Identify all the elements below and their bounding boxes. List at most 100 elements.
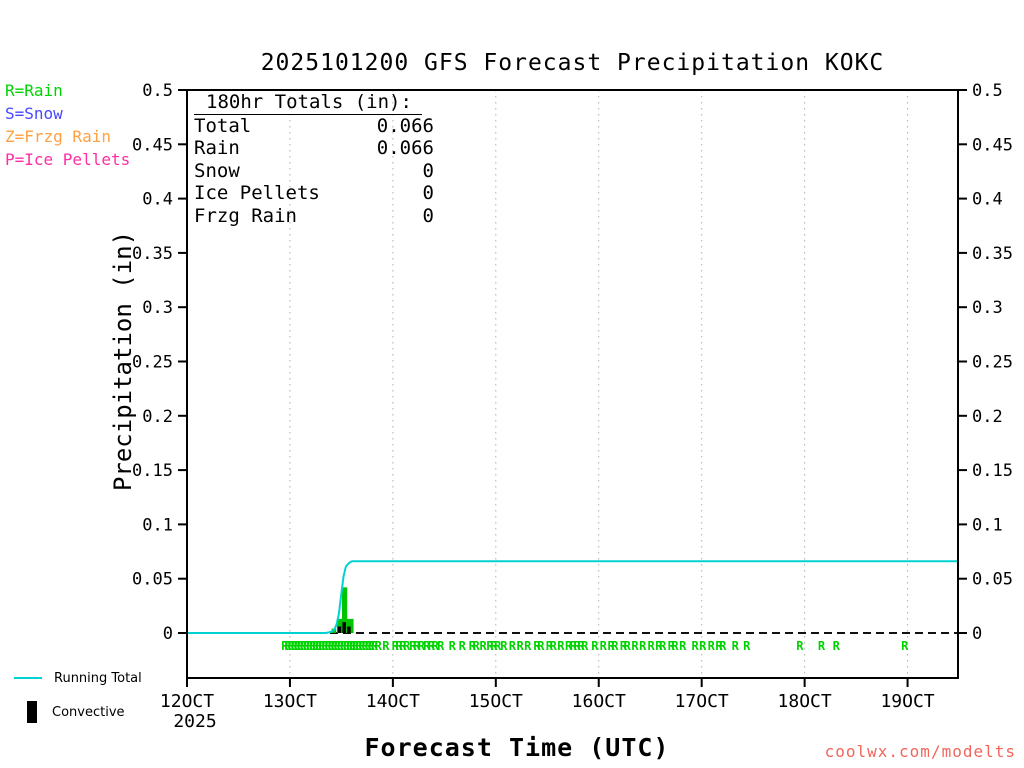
totals-value: 0 (422, 159, 434, 182)
legend-convective: Convective (14, 701, 142, 723)
legend-running-total: Running Total (14, 668, 142, 688)
svg-text:R: R (557, 639, 565, 653)
svg-text:R: R (708, 639, 716, 653)
svg-text:17OCT: 17OCT (675, 691, 729, 712)
svg-text:R: R (300, 639, 308, 653)
totals-row-snow: Snow 0 (194, 160, 434, 183)
svg-text:R: R (284, 639, 292, 653)
legend-item-snow: S=Snow (5, 104, 63, 123)
totals-label: Frzg Rain (194, 204, 297, 227)
svg-text:R: R (328, 639, 336, 653)
svg-text:0.2: 0.2 (972, 407, 1003, 427)
watermark-link[interactable]: coolwx.com/modelts (824, 742, 1016, 761)
svg-text:R: R (303, 639, 311, 653)
svg-text:R: R (743, 639, 751, 653)
svg-text:R: R (375, 639, 383, 653)
svg-text:13OCT: 13OCT (263, 691, 317, 712)
legend-item-frzg-rain: Z=Frzg Rain (5, 127, 111, 146)
chart-title: 2025101200 GFS Forecast Precipitation KO… (260, 50, 885, 76)
svg-text:R: R (297, 639, 305, 653)
svg-text:0: 0 (972, 624, 982, 644)
svg-text:R: R (349, 639, 357, 653)
svg-text:R: R (671, 639, 679, 653)
svg-text:0.4: 0.4 (972, 190, 1003, 210)
svg-text:R: R (340, 639, 348, 653)
svg-text:R: R (607, 639, 615, 653)
convective-bar-swatch (27, 701, 37, 723)
svg-text:R: R (392, 639, 400, 653)
running-total-line (187, 560, 958, 634)
svg-text:R: R (312, 639, 320, 653)
totals-row-frzg-rain: Frzg Rain 0 (194, 205, 434, 228)
svg-text:R: R (358, 639, 366, 653)
svg-text:R: R (524, 639, 532, 653)
svg-text:R: R (428, 639, 436, 653)
svg-text:R: R (361, 639, 369, 653)
svg-text:R: R (537, 639, 545, 653)
y-axis-ticks: 0 00.05 0.050.1 0.10.15 0.150.2 0.20.25 0.250.… (132, 81, 1013, 644)
svg-text:R: R (472, 639, 480, 653)
svg-text:0.4: 0.4 (142, 190, 173, 210)
svg-text:0.05: 0.05 (972, 570, 1013, 590)
svg-text:R: R (581, 639, 589, 653)
svg-text:R: R (352, 639, 360, 653)
svg-text:R: R (500, 639, 508, 653)
convective-bars (337, 622, 351, 633)
totals-label: Ice Pellets (194, 182, 320, 204)
svg-text:R: R (413, 639, 421, 653)
svg-text:R: R (833, 639, 841, 653)
svg-text:R: R (294, 639, 302, 653)
totals-row-ice-pellets: Ice Pellets 0 (194, 182, 434, 205)
svg-text:R: R (291, 639, 299, 653)
svg-text:19OCT: 19OCT (880, 691, 934, 712)
series-legend: Running Total Convective (14, 668, 142, 736)
svg-text:0.5: 0.5 (972, 81, 1003, 101)
svg-text:R: R (281, 639, 289, 653)
svg-text:R: R (611, 639, 619, 653)
totals-heading: 180hr Totals (in): (194, 91, 422, 115)
svg-text:R: R (331, 639, 339, 653)
legend-item-rain: R=Rain (5, 81, 63, 100)
x-axis-year: 2025 (173, 711, 216, 732)
svg-text:15OCT: 15OCT (469, 691, 523, 712)
svg-text:0.15: 0.15 (972, 461, 1013, 481)
svg-text:R: R (546, 639, 554, 653)
svg-text:R: R (591, 639, 599, 653)
svg-text:R: R (409, 639, 417, 653)
svg-text:R: R (486, 639, 494, 653)
svg-text:R: R (647, 639, 655, 653)
x-axis-title: Forecast Time (UTC) (364, 733, 670, 762)
totals-row-rain: Rain 0.066 (194, 137, 434, 160)
svg-text:R: R (901, 639, 909, 653)
svg-text:R: R (639, 639, 647, 653)
svg-text:0.1: 0.1 (972, 515, 1003, 535)
legend-item-ice-pellets: P=Ice Pellets (5, 150, 131, 169)
svg-text:0: 0 (163, 624, 173, 644)
svg-text:R: R (624, 639, 632, 653)
svg-text:R: R (403, 639, 411, 653)
svg-text:R: R (570, 639, 578, 653)
svg-text:R: R (691, 639, 699, 653)
totals-label: Total (194, 114, 252, 137)
svg-text:R: R (315, 639, 323, 653)
svg-text:R: R (395, 639, 403, 653)
running-total-line-swatch (14, 677, 42, 679)
totals-label: Rain (194, 137, 240, 159)
svg-text:0.25: 0.25 (132, 353, 173, 373)
svg-text:R: R (655, 639, 663, 653)
totals-value: 0.066 (376, 114, 434, 137)
svg-text:R: R (437, 639, 445, 653)
totals-value: 0.066 (376, 137, 434, 159)
svg-text:R: R (287, 639, 295, 653)
svg-text:R: R (368, 639, 376, 653)
totals-label: Snow (194, 159, 240, 182)
svg-text:R: R (343, 639, 351, 653)
svg-text:0.2: 0.2 (142, 407, 173, 427)
svg-text:R: R (600, 639, 608, 653)
svg-text:0.25: 0.25 (972, 353, 1013, 373)
svg-text:0.1: 0.1 (142, 515, 173, 535)
svg-text:R: R (459, 639, 467, 653)
